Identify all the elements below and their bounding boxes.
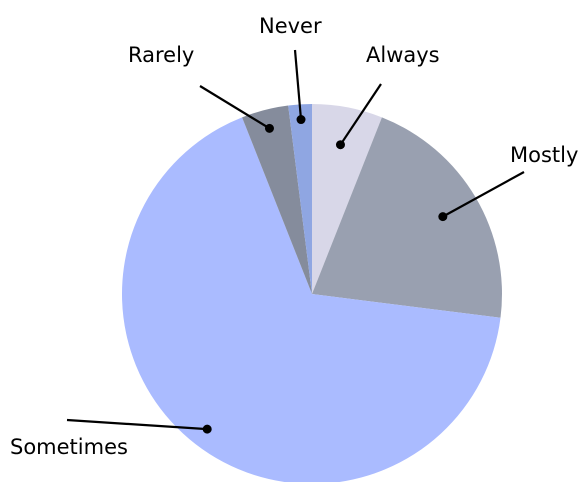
leader-lines	[66, 49, 525, 434]
pie-slice-always	[312, 103, 382, 294]
leader-dot-always	[335, 140, 345, 150]
leader-line-mostly	[442, 171, 525, 218]
slice-label-always: Always	[366, 43, 440, 67]
leader-dot-sometimes	[202, 424, 212, 434]
slice-label-rarely: Rarely	[128, 43, 194, 67]
leader-line-sometimes	[66, 418, 208, 431]
leader-line-always	[339, 83, 382, 146]
leader-dot-mostly	[438, 212, 448, 222]
pie-slices	[122, 103, 502, 482]
slice-labels: Always Mostly Sometimes Rarely Never	[10, 14, 578, 459]
slice-label-never: Never	[259, 14, 322, 38]
pie-slice-sometimes	[122, 117, 501, 482]
slice-label-mostly: Mostly	[510, 143, 578, 167]
leader-dot-never	[296, 115, 306, 125]
pie-slice-mostly	[312, 117, 502, 318]
leader-line-never	[293, 49, 303, 120]
slice-label-sometimes: Sometimes	[10, 435, 128, 459]
pie-slice-rarely	[242, 105, 312, 294]
leader-line-rarely	[199, 85, 271, 130]
pie-slice-never	[288, 104, 312, 294]
leader-dot-rarely	[264, 123, 274, 133]
